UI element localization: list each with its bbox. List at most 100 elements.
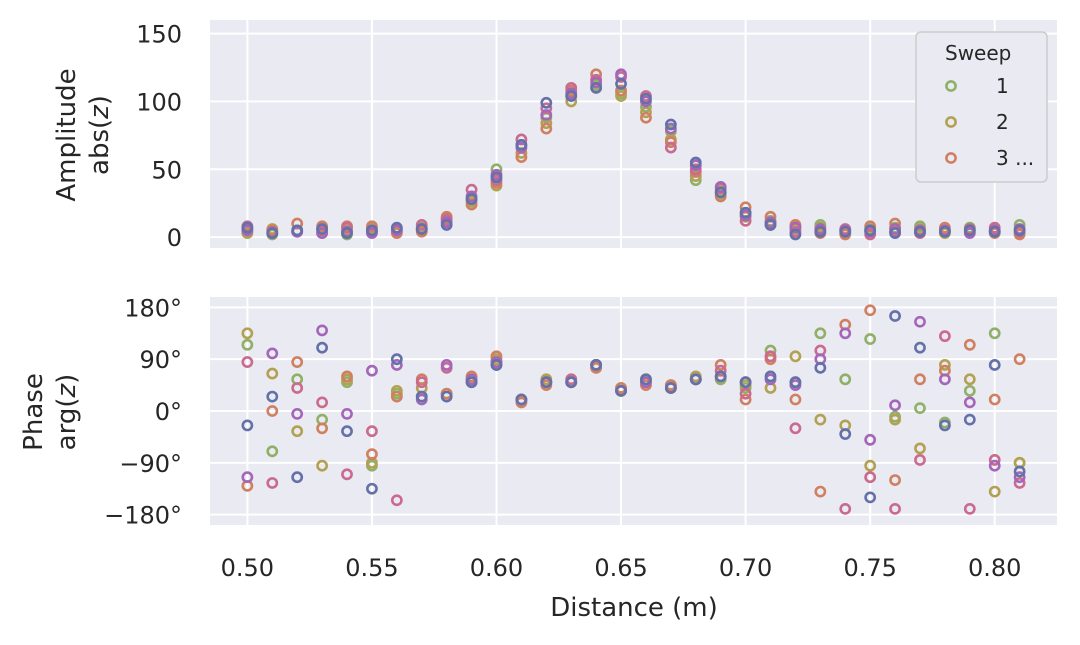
legend-title: Sweep <box>945 41 1011 65</box>
phase-point <box>764 350 777 363</box>
legend-marker <box>945 116 957 128</box>
amplitude-point <box>714 181 727 193</box>
phase-point <box>465 376 478 389</box>
phase-point <box>714 359 727 371</box>
x-tick-label: 0.65 <box>594 554 647 582</box>
amplitude-point <box>565 90 578 102</box>
phase-point <box>963 413 976 426</box>
amplitude-axis-title: Amplitude <box>52 68 82 201</box>
phase-point <box>241 419 254 432</box>
amplitude-point <box>889 223 901 235</box>
amplitude-point <box>839 225 852 238</box>
phase-point <box>689 373 702 386</box>
phase-point <box>963 338 976 351</box>
amplitude-point <box>640 106 652 119</box>
phase-point <box>316 341 329 354</box>
amplitude-y-tick-label: 100 <box>136 88 182 116</box>
amplitude-point <box>764 219 777 231</box>
amplitude-point <box>615 77 627 90</box>
amplitude-point <box>316 227 329 239</box>
phase-point <box>540 376 553 389</box>
amplitude-point <box>390 221 403 234</box>
phase-point <box>341 407 353 420</box>
amplitude-point <box>515 138 528 151</box>
phase-point <box>241 338 254 351</box>
amplitude-point <box>540 109 553 121</box>
phase-y-tick-label: 0° <box>155 398 182 426</box>
amplitude-point <box>590 76 603 89</box>
legend-label: 2 <box>996 110 1009 134</box>
phase-point <box>864 304 877 317</box>
phase-point <box>789 422 802 435</box>
amplitude-point <box>640 92 652 105</box>
phase-point <box>366 482 378 495</box>
amplitude-point <box>540 102 553 115</box>
phase-y-tick-label: −180° <box>104 502 182 530</box>
amplitude-point <box>490 171 503 184</box>
sweep-legend: Sweep 1 2 3 ... <box>915 31 1048 183</box>
phase-point <box>341 468 353 481</box>
phase-axis-title: Phase <box>19 373 49 451</box>
phase-point <box>390 494 403 507</box>
x-tick-label: 0.75 <box>843 554 896 582</box>
phase-point <box>963 502 976 515</box>
phase-point <box>714 364 727 377</box>
phase-point <box>266 390 279 403</box>
x-tick-label: 0.70 <box>719 554 772 582</box>
phase-point <box>291 425 304 438</box>
phase-point <box>316 324 329 337</box>
phase-point <box>341 425 353 438</box>
phase-point <box>814 413 827 426</box>
amplitude-point <box>714 186 727 199</box>
phase-point <box>266 405 279 417</box>
legend-box <box>915 31 1048 183</box>
phase-point <box>864 491 877 504</box>
amplitude-y-ticks: 0 50 100 150 <box>136 21 182 253</box>
amplitude-point <box>590 81 603 94</box>
legend-entries: 1 2 3 ... <box>945 74 1034 170</box>
phase-point <box>1013 353 1026 366</box>
amplitude-point <box>291 224 304 237</box>
phase-point <box>341 370 353 383</box>
phase-point <box>814 327 827 340</box>
amplitude-point <box>615 90 627 102</box>
amplitude-point <box>366 224 378 237</box>
phase-point <box>889 474 901 486</box>
amplitude-point <box>465 193 478 206</box>
phase-point <box>789 376 802 389</box>
x-tick-label: 0.55 <box>345 554 398 582</box>
phase-point <box>889 399 901 412</box>
phase-point <box>889 413 901 426</box>
phase-y-tick-label: 90° <box>139 346 182 374</box>
phase-point <box>241 327 254 340</box>
distance-axis-title: Distance (m) <box>550 593 718 623</box>
amplitude-point <box>988 225 1001 238</box>
phase-point <box>814 485 827 498</box>
phase-point <box>988 454 1001 466</box>
phase-point <box>515 393 528 406</box>
amplitude-point <box>440 219 453 231</box>
phase-point <box>963 373 976 386</box>
phase-point <box>988 359 1001 371</box>
phase-panel: −180°−90°0°90°180° 0.50 0.55 0.60 0.65 0.70 0… <box>19 294 1057 623</box>
amplitude-point <box>864 224 877 237</box>
amplitude-points <box>241 68 1026 241</box>
legend-marker <box>945 80 957 92</box>
phase-point <box>390 384 403 397</box>
phase-point <box>590 359 603 371</box>
amplitude-point <box>963 224 976 237</box>
phase-point <box>316 459 329 472</box>
amplitude-point <box>689 156 702 169</box>
phase-point <box>938 359 951 371</box>
phase-point <box>839 327 852 340</box>
phase-point <box>266 347 279 360</box>
amplitude-point <box>316 223 329 235</box>
amplitude-point <box>689 163 702 176</box>
phase-point <box>714 370 727 383</box>
phase-point <box>440 390 453 403</box>
phase-point <box>764 370 777 383</box>
amplitude-point <box>341 227 353 239</box>
amplitude-point <box>664 118 677 131</box>
amplitude-axis-subtitle: abs(z) <box>85 95 115 175</box>
